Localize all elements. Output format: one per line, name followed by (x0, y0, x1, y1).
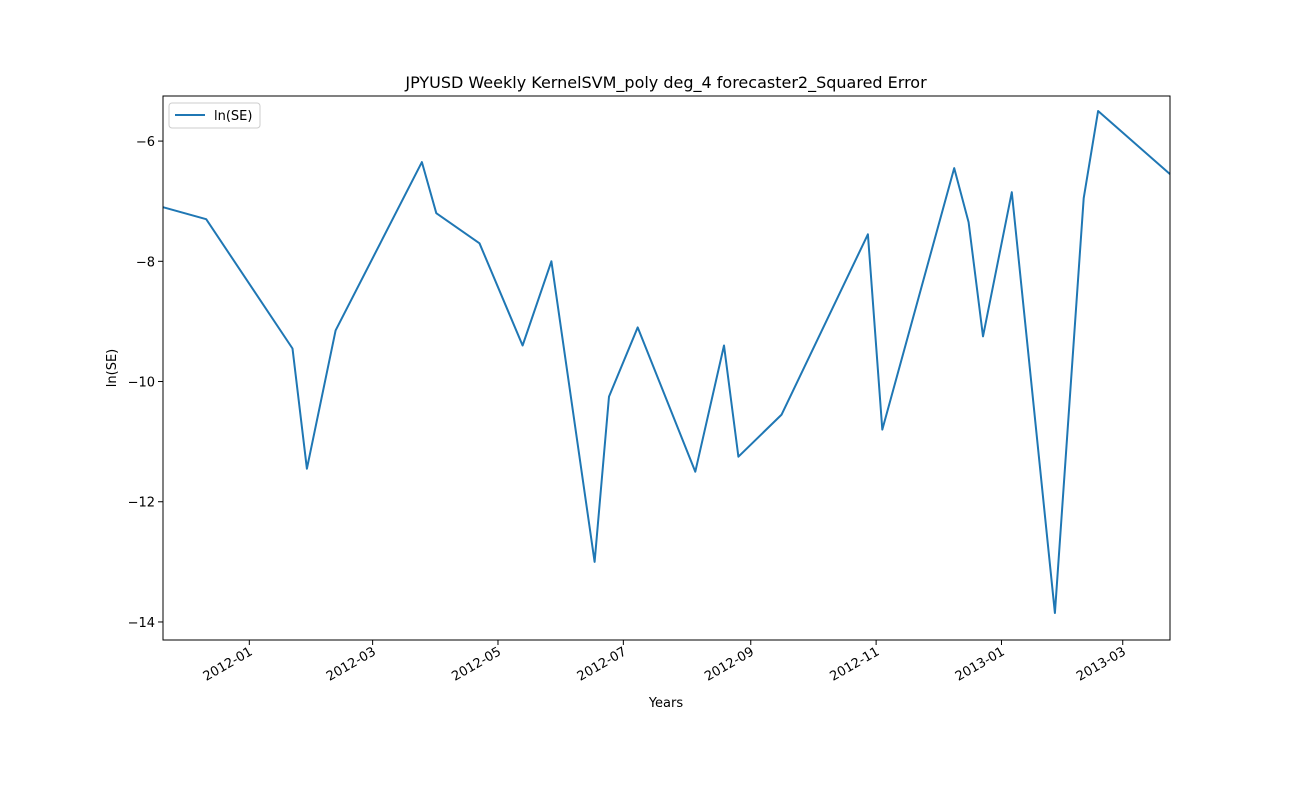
x-tick-label: 2012-09 (702, 644, 757, 684)
y-tick-label: −6 (136, 135, 155, 150)
x-tick-label: 2012-05 (449, 644, 504, 684)
x-tick-label: 2012-03 (324, 644, 379, 684)
x-tick-label: 2012-07 (575, 644, 630, 684)
y-axis: −14 −12 −10 −8 −6 (128, 135, 163, 631)
series-line-ln-se (162, 110, 1171, 614)
plot-frame (162, 95, 1171, 641)
series-layer (162, 110, 1171, 614)
x-axis: 2012-01 2012-03 2012-05 2012-07 2012-09 2012-… (201, 640, 1129, 685)
y-tick-label: −8 (136, 255, 155, 270)
x-tick-label: 2013-03 (1074, 644, 1129, 684)
x-tick-label: 2012-01 (201, 644, 256, 684)
y-axis-label: ln(SE) (105, 349, 120, 387)
legend: ln(SE) (168, 102, 261, 129)
legend-box (168, 102, 261, 129)
x-axis-label: Years (648, 696, 684, 711)
y-tick-label: −14 (128, 616, 155, 631)
chart-title: JPYUSD Weekly KernelSVM_poly deg_4 forec… (404, 73, 927, 93)
x-tick-label: 2013-01 (953, 644, 1008, 684)
y-tick-label: −10 (128, 376, 155, 391)
x-tick-label: 2012-11 (828, 644, 883, 684)
y-tick-label: −12 (128, 496, 155, 511)
legend-label: ln(SE) (214, 109, 252, 124)
plot-area (163, 96, 1170, 640)
